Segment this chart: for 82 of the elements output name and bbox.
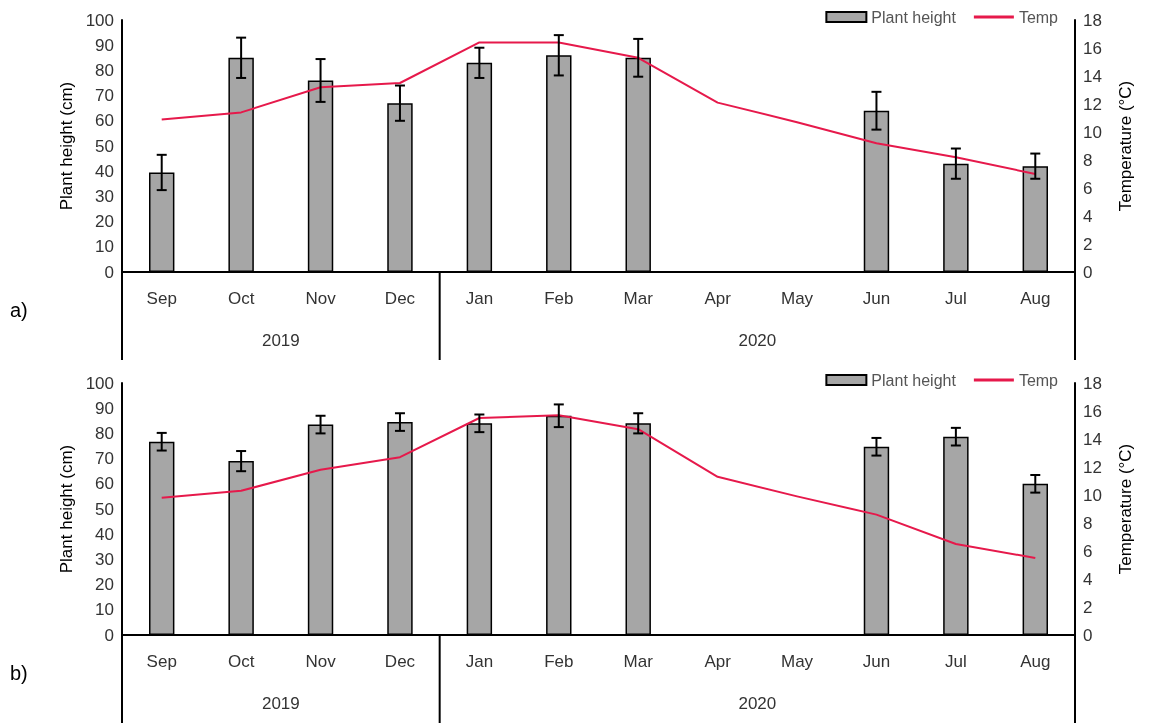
text: b) xyxy=(10,662,28,684)
y-tick-label: 50 xyxy=(95,499,114,519)
y2-tick-label: 4 xyxy=(1083,569,1093,589)
x-tick-label: Aug xyxy=(1020,289,1051,308)
x-tick-label: Jul xyxy=(945,289,967,308)
x-tick-label: Apr xyxy=(704,289,732,308)
y2-tick-label: 10 xyxy=(1083,485,1102,505)
x-tick-label: Nov xyxy=(305,289,337,308)
y2-tick-label: 16 xyxy=(1083,401,1102,421)
y2-tick-label: 18 xyxy=(1083,373,1102,393)
y-tick-label: 40 xyxy=(95,524,114,544)
x-tick-label: Feb xyxy=(544,289,574,308)
line-series xyxy=(160,41,1037,175)
y2-tick-label: 14 xyxy=(1083,66,1102,86)
x-tick-label: Jul xyxy=(945,652,967,671)
y2-tick-label: 12 xyxy=(1083,457,1102,477)
x-tick-label: Oct xyxy=(227,652,255,671)
x-tick-label: Jan xyxy=(465,289,494,308)
y2-axis-title: Temperature (°C) xyxy=(1116,80,1135,212)
x-tick-label: Jan xyxy=(465,652,494,671)
text: 2019 xyxy=(261,330,300,350)
x-tick-label: Aug xyxy=(1020,652,1051,671)
x-tick-label: Jun xyxy=(862,289,891,308)
y2-tick-label: 14 xyxy=(1083,429,1102,449)
y-tick-label: 50 xyxy=(95,136,114,156)
legend-label: Temp xyxy=(1018,371,1059,389)
y-tick-label: 60 xyxy=(95,474,114,494)
y-tick-label: 60 xyxy=(95,111,114,131)
y2-tick-label: 18 xyxy=(1083,10,1102,30)
y-axis-title: Plant height (cm) xyxy=(56,81,76,211)
x-tick-label: Sep xyxy=(146,652,177,671)
x-tick-label: Nov xyxy=(305,652,337,671)
x-tick-label: Apr xyxy=(704,652,732,671)
y-tick-label: 30 xyxy=(95,186,114,206)
y-tick-label: 10 xyxy=(95,600,114,620)
text: 2020 xyxy=(738,693,777,713)
y2-tick-label: 8 xyxy=(1083,513,1093,533)
x-tick-label: Dec xyxy=(384,289,416,308)
y2-tick-label: 0 xyxy=(1083,262,1093,282)
legend-label: Plant height xyxy=(871,8,957,26)
y2-tick-label: 4 xyxy=(1083,206,1093,226)
y2-tick-label: 6 xyxy=(1083,178,1093,198)
y2-tick-label: 12 xyxy=(1083,94,1102,114)
y2-tick-label: 6 xyxy=(1083,541,1093,561)
y2-tick-label: 16 xyxy=(1083,38,1102,58)
y2-tick-label: 10 xyxy=(1083,122,1102,142)
x-tick-label: Mar xyxy=(623,289,654,308)
y-tick-label: 100 xyxy=(85,10,114,30)
y2-tick-label: 0 xyxy=(1083,625,1093,645)
x-tick-label: Dec xyxy=(384,652,416,671)
y-tick-label: 80 xyxy=(95,423,114,443)
text: a) xyxy=(10,299,28,321)
y-tick-label: 70 xyxy=(95,86,114,106)
y2-tick-label: 8 xyxy=(1083,150,1093,170)
y-tick-label: 100 xyxy=(85,373,114,393)
x-tick-label: May xyxy=(780,652,814,671)
y-tick-label: 0 xyxy=(104,625,114,645)
y-tick-label: 0 xyxy=(104,262,114,282)
line-series xyxy=(160,414,1037,559)
legend-label: Plant height xyxy=(871,371,957,389)
text: 2019 xyxy=(261,693,300,713)
y-tick-label: 10 xyxy=(95,237,114,257)
y-tick-label: 80 xyxy=(95,60,114,80)
y2-tick-label: 2 xyxy=(1083,597,1093,617)
y-tick-label: 90 xyxy=(95,398,114,418)
x-tick-label: Sep xyxy=(146,289,177,308)
x-tick-label: Jun xyxy=(862,652,891,671)
y-tick-label: 30 xyxy=(95,549,114,569)
y-axis-title: Plant height (cm) xyxy=(56,444,76,574)
y-tick-label: 20 xyxy=(95,575,114,595)
y-tick-label: 40 xyxy=(95,161,114,181)
text: 2020 xyxy=(738,330,777,350)
x-tick-label: May xyxy=(780,289,814,308)
y2-axis-title: Temperature (°C) xyxy=(1116,443,1135,575)
y2-tick-label: 2 xyxy=(1083,234,1093,254)
y-tick-label: 70 xyxy=(95,449,114,469)
y-tick-label: 90 xyxy=(95,35,114,55)
y-tick-label: 20 xyxy=(95,212,114,232)
x-tick-label: Mar xyxy=(623,652,654,671)
x-tick-label: Oct xyxy=(227,289,255,308)
legend-label: Temp xyxy=(1018,8,1059,26)
x-tick-label: Feb xyxy=(544,652,574,671)
